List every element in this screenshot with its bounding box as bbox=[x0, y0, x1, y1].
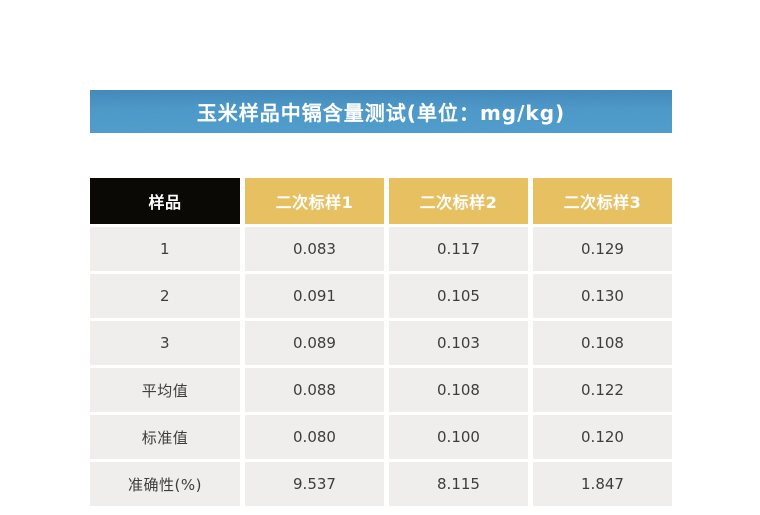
cell-r2-c3: 0.130 bbox=[533, 274, 672, 318]
cell-r6-c3: 1.847 bbox=[533, 462, 672, 506]
cell-r4-c2: 0.108 bbox=[389, 368, 528, 412]
row-label-accuracy: 准确性(%) bbox=[90, 462, 240, 506]
cell-r1-c1: 0.083 bbox=[245, 227, 384, 271]
cell-r5-c3: 0.120 bbox=[533, 415, 672, 459]
row-label-average: 平均值 bbox=[90, 368, 240, 412]
col-header-standard-1: 二次标样1 bbox=[245, 178, 384, 224]
cell-r6-c2: 8.115 bbox=[389, 462, 528, 506]
col-header-sample: 样品 bbox=[90, 178, 240, 224]
cell-r1-c2: 0.117 bbox=[389, 227, 528, 271]
cell-r3-c3: 0.108 bbox=[533, 321, 672, 365]
data-table: 样品 二次标样1 二次标样2 二次标样3 1 0.083 0.117 0.129… bbox=[90, 178, 672, 506]
cell-r6-c1: 9.537 bbox=[245, 462, 384, 506]
cell-r3-c2: 0.103 bbox=[389, 321, 528, 365]
cell-r2-c1: 0.091 bbox=[245, 274, 384, 318]
cell-r1-c3: 0.129 bbox=[533, 227, 672, 271]
cell-r2-c2: 0.105 bbox=[389, 274, 528, 318]
col-header-standard-3: 二次标样3 bbox=[533, 178, 672, 224]
col-header-standard-2: 二次标样2 bbox=[389, 178, 528, 224]
cell-r5-c2: 0.100 bbox=[389, 415, 528, 459]
title-banner: 玉米样品中镉含量测试(单位：mg/kg) bbox=[90, 90, 672, 133]
row-label-2: 2 bbox=[90, 274, 240, 318]
row-label-standard: 标准值 bbox=[90, 415, 240, 459]
cell-r5-c1: 0.080 bbox=[245, 415, 384, 459]
cell-r3-c1: 0.089 bbox=[245, 321, 384, 365]
cell-r4-c3: 0.122 bbox=[533, 368, 672, 412]
row-label-3: 3 bbox=[90, 321, 240, 365]
row-label-1: 1 bbox=[90, 227, 240, 271]
page-title: 玉米样品中镉含量测试(单位：mg/kg) bbox=[196, 101, 566, 125]
cell-r4-c1: 0.088 bbox=[245, 368, 384, 412]
